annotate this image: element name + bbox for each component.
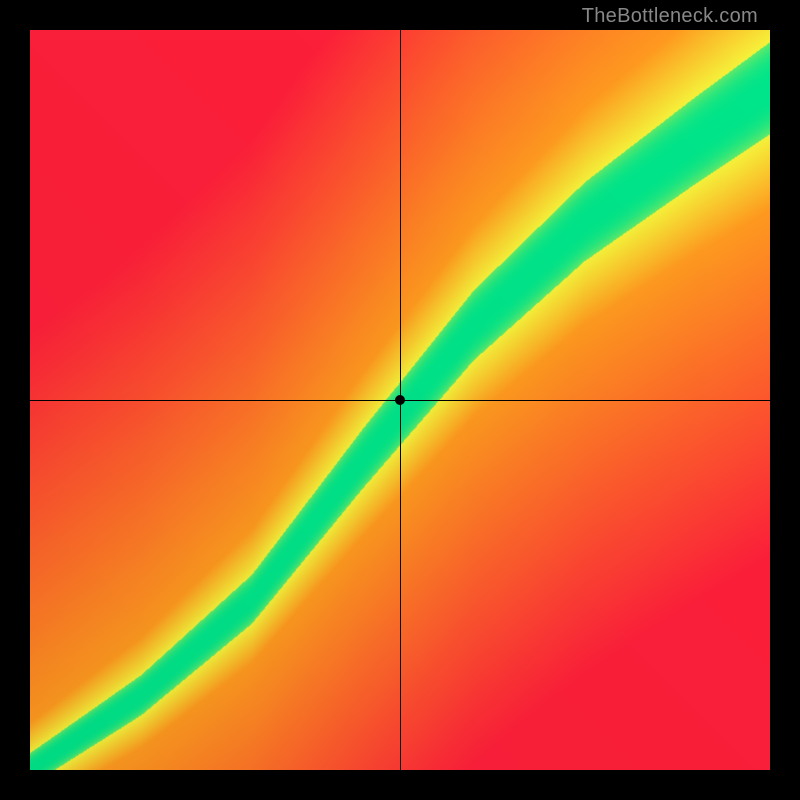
crosshair-marker — [395, 395, 405, 405]
chart-frame: TheBottleneck.com — [0, 0, 800, 800]
heatmap-plot — [30, 30, 770, 770]
watermark-text: TheBottleneck.com — [582, 5, 758, 28]
